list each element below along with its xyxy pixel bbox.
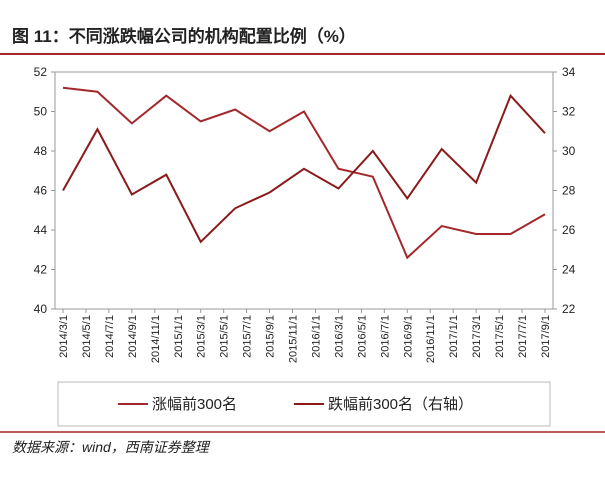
x-tick-label: 2015/9/1 [265,315,277,358]
y-tick-label: 44 [34,223,48,237]
y2-tick-label: 22 [562,302,576,316]
chart-title: 图 11：不同涨跌幅公司的机构配置比例（%） [12,26,356,46]
y-tick-label: 40 [34,302,48,316]
x-tick-label: 2016/11/1 [425,315,437,363]
x-tick-label: 2015/11/1 [288,315,300,363]
x-tick-label: 2017/7/1 [517,315,529,358]
line [62,86,546,260]
y2-tick-label: 32 [562,105,576,119]
legend-label: 涨幅前300名 [152,396,237,413]
x-tick-label: 2015/1/1 [173,315,185,358]
y2-tick-label: 34 [562,65,576,79]
x-tick-label: 2016/3/1 [333,315,345,358]
y-tick-label: 46 [34,184,48,198]
x-tick-label: 2016/5/1 [356,315,368,358]
y-tick-label: 42 [34,263,48,277]
x-tick-label: 2017/9/1 [540,315,552,358]
y2-tick-label: 30 [562,144,576,158]
x-tick-label: 2014/3/1 [58,315,70,358]
x-tick-label: 2014/7/1 [104,315,116,358]
x-tick-label: 2014/9/1 [127,315,139,358]
x-tick-label: 2014/5/1 [81,315,93,358]
y2-tick-label: 26 [562,223,576,237]
x-tick-label: 2015/7/1 [242,315,254,358]
y-tick-label: 48 [34,144,48,158]
x-tick-label: 2014/11/1 [150,315,162,363]
source: 数据来源：wind，西南证券整理 [12,439,211,455]
x-tick-label: 2016/1/1 [310,315,322,358]
y-tick-label: 52 [34,65,48,79]
x-tick-label: 2017/3/1 [471,315,483,358]
y2-tick-label: 28 [562,184,576,198]
x-tick-label: 2015/5/1 [219,315,231,358]
y2-tick-label: 24 [562,263,576,277]
x-tick-label: 2017/5/1 [494,315,506,358]
x-tick-label: 2015/3/1 [196,315,208,358]
line [62,93,546,244]
x-tick-label: 2016/7/1 [379,315,391,358]
legend-frame [57,381,551,427]
x-tick-label: 2017/1/1 [448,315,460,358]
x-tick-label: 2016/9/1 [402,315,414,358]
y-tick-label: 50 [34,105,48,119]
legend-label: 跌幅前300名（右轴） [328,396,473,413]
